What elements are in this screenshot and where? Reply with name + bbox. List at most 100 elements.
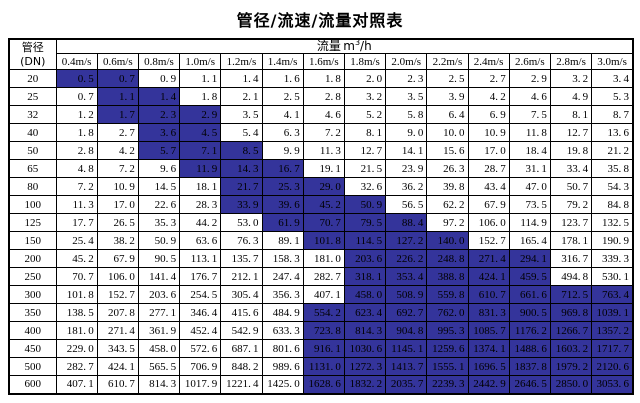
flow-value-cell: 18. 1 [179,177,222,196]
flow-value-cell: 831. 3 [467,303,510,322]
flow-value-cell: 1. 4 [137,87,181,106]
flow-value-cell: 11. 8 [508,123,551,142]
velocity-header-cell: 2.4m/s [467,53,510,70]
flow-value-cell: 19. 1 [302,159,345,178]
flow-value-cell: 25. 4 [55,231,98,250]
flow-value-cell: 79. 5 [343,213,387,232]
flow-value-cell: 1. 6 [261,69,304,88]
flow-value-cell: 76. 3 [220,231,263,250]
flow-value-cell: 67. 9 [467,195,510,214]
pipe-diameter-header: 管径 (DN) [8,38,57,70]
flow-value-cell: 0. 7 [55,87,98,106]
flow-value-cell: 19. 8 [549,141,593,160]
flow-value-cell: 316. 7 [549,249,593,268]
flow-unit-superscript: 3 [354,39,361,47]
flow-value-cell: 39. 6 [261,195,304,214]
flow-value-cell: 11. 3 [302,141,345,160]
flow-value-cell: 35. 3 [137,213,181,232]
flow-value-cell: 28. 7 [467,159,510,178]
flow-value-cell: 181. 0 [302,249,345,268]
flow-value-cell: 88. 4 [385,213,428,232]
flow-value-cell: 50. 9 [137,231,181,250]
velocity-header-cell: 1.2m/s [220,53,263,70]
flow-value-cell: 7. 2 [302,123,345,142]
flow-value-cell: 508. 9 [385,285,428,304]
flow-value-cell: 2. 3 [385,69,428,88]
flow-value-cell: 916. 1 [302,339,345,358]
flow-value-cell: 4. 2 [96,141,139,160]
flow-value-cell: 53. 0 [220,213,263,232]
flow-value-cell: 2. 3 [137,105,181,124]
flow-value-cell: 21. 7 [220,177,263,196]
flow-value-cell: 1085. 7 [467,321,510,340]
page-title: 管径/流速/流量对照表 [236,11,404,30]
flow-value-cell: 1628. 6 [302,375,345,394]
flow-value-cell: 3. 5 [220,105,263,124]
flow-value-cell: 203. 6 [137,285,181,304]
flow-value-cell: 21. 5 [343,159,387,178]
flow-value-cell: 2035. 7 [385,375,428,394]
flow-value-cell: 458. 0 [137,339,181,358]
flow-value-cell: 1. 7 [96,105,139,124]
flow-value-cell: 712. 5 [549,285,593,304]
velocity-header-cell: 0.4m/s [55,53,98,70]
flow-value-cell: 2. 8 [302,87,345,106]
flow-value-cell: 1837. 8 [508,357,551,376]
flow-rate-table: 管径 (DN) 流量 m3/h 0.4m/s 0.6m/s 0.8m/s 1.0m/s… [8,38,634,395]
flow-value-cell: 3. 2 [343,87,387,106]
flow-value-cell: 5. 7 [137,141,181,160]
flow-value-cell: 904. 8 [385,321,428,340]
flow-value-cell: 14. 3 [220,159,263,178]
flow-value-cell: 50. 9 [343,195,387,214]
flow-value-cell: 79. 2 [549,195,593,214]
flow-value-cell: 178. 1 [549,231,593,250]
flow-value-cell: 388. 8 [426,267,469,286]
flow-value-cell: 138. 5 [55,303,98,322]
flow-value-cell: 7. 2 [55,177,98,196]
flow-value-cell: 989. 6 [261,357,304,376]
velocity-header-cell: 2.6m/s [508,53,551,70]
flow-value-cell: 9. 6 [137,159,181,178]
flow-value-cell: 356. 3 [261,285,304,304]
flow-value-cell: 158. 3 [261,249,304,268]
flow-value-cell: 203. 6 [343,249,387,268]
flow-value-cell: 339. 3 [591,249,634,268]
flow-value-cell: 181. 0 [55,321,98,340]
table-row: 25 0. 7 1. 1 1. 4 1. 8 2. 1 2. 5 2. 8 3. 2 3. 5 3.… [8,87,634,106]
flow-value-cell: 11. 3 [55,195,98,214]
flow-value-cell: 5. 4 [220,123,263,142]
flow-value-cell: 530. 1 [591,267,634,286]
flow-value-cell: 226. 2 [385,249,428,268]
dn-cell: 350 [8,303,57,322]
table-row: 32 1. 2 1. 7 2. 3 2. 9 3. 5 4. 1 4. 6 5. 2 5. 8 6.… [8,105,634,124]
flow-value-cell: 61. 9 [261,213,304,232]
flow-value-cell: 814. 3 [137,375,181,394]
flow-value-cell: 47. 0 [508,177,551,196]
flow-value-cell: 44. 2 [179,213,222,232]
flow-value-cell: 1603. 2 [549,339,593,358]
flow-value-cell: 36. 2 [385,177,428,196]
flow-value-cell: 17. 0 [467,141,510,160]
flow-value-cell: 89. 1 [261,231,304,250]
flow-value-cell: 424. 1 [467,267,510,286]
flow-value-cell: 1. 8 [179,87,222,106]
table-row: 250 70. 7 106. 0 141. 4 176. 7 212. 1 247. 4 28… [8,267,634,286]
flow-value-cell: 3. 2 [549,69,593,88]
flow-value-cell: 484. 9 [261,303,304,322]
table-row: 40 1. 8 2. 7 3. 6 4. 5 5. 4 6. 3 7. 2 8. 1 9. 0 10… [8,123,634,142]
flow-value-cell: 1017. 9 [179,375,222,394]
flow-value-cell: 23. 9 [385,159,428,178]
velocity-header-cell: 0.8m/s [137,53,181,70]
flow-value-cell: 45. 2 [302,195,345,214]
flow-value-cell: 16. 7 [261,159,304,178]
flow-value-cell: 610. 7 [467,285,510,304]
flow-value-cell: 2. 5 [261,87,304,106]
flow-value-cell: 123. 7 [549,213,593,232]
table-row: 600 407. 1 610. 7 814. 3 1017. 9 1221. 4 1425.… [8,375,634,394]
flow-value-cell: 271. 4 [96,321,139,340]
